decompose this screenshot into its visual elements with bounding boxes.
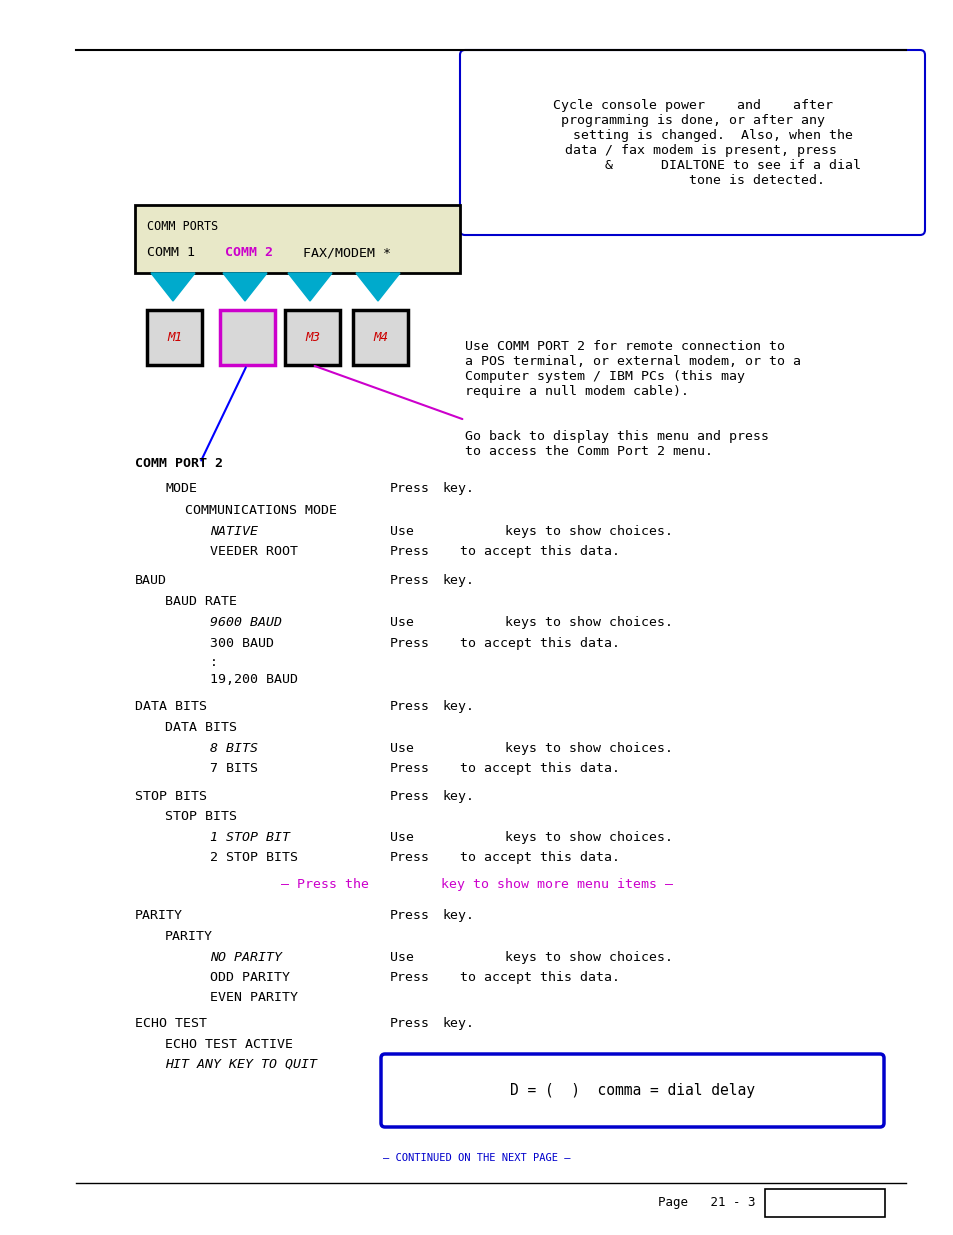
- Text: Press: Press: [390, 909, 430, 923]
- Text: to accept this data.: to accept this data.: [459, 637, 619, 650]
- Text: STOP BITS: STOP BITS: [135, 790, 207, 803]
- Text: Press: Press: [390, 790, 430, 803]
- Text: STOP BITS: STOP BITS: [165, 810, 236, 823]
- Polygon shape: [288, 273, 332, 301]
- Text: Use: Use: [390, 742, 414, 755]
- Text: NATIVE: NATIVE: [210, 525, 257, 538]
- Polygon shape: [223, 273, 267, 301]
- FancyBboxPatch shape: [459, 49, 924, 235]
- Text: Cycle console power    and    after
programming is done, or after any
     setti: Cycle console power and after programmin…: [524, 99, 860, 186]
- Text: COMM 2: COMM 2: [225, 246, 273, 259]
- FancyBboxPatch shape: [353, 310, 408, 366]
- Text: VEEDER ROOT: VEEDER ROOT: [210, 545, 297, 558]
- FancyBboxPatch shape: [285, 310, 339, 366]
- Text: Press: Press: [390, 574, 430, 587]
- Polygon shape: [151, 273, 194, 301]
- Text: PARITY: PARITY: [135, 909, 183, 923]
- Text: BAUD RATE: BAUD RATE: [165, 595, 236, 608]
- Text: keys to show choices.: keys to show choices.: [504, 951, 672, 965]
- Text: Use: Use: [390, 951, 414, 965]
- Text: key.: key.: [441, 1016, 474, 1030]
- Text: — Press the         key to show more menu items —: — Press the key to show more menu items …: [281, 878, 672, 890]
- Text: to accept this data.: to accept this data.: [459, 971, 619, 984]
- Text: 1 STOP BIT: 1 STOP BIT: [210, 831, 290, 844]
- Text: 7 BITS: 7 BITS: [210, 762, 257, 776]
- Text: M4: M4: [373, 331, 388, 345]
- Text: Use: Use: [390, 525, 414, 538]
- Text: Press: Press: [390, 482, 430, 495]
- Text: keys to show choices.: keys to show choices.: [504, 831, 672, 844]
- Text: key.: key.: [441, 700, 474, 713]
- Text: Press: Press: [390, 545, 430, 558]
- Text: COMM PORT 2: COMM PORT 2: [135, 457, 223, 471]
- Text: MODE: MODE: [165, 482, 196, 495]
- FancyBboxPatch shape: [380, 1053, 883, 1128]
- Text: Press: Press: [390, 637, 430, 650]
- FancyBboxPatch shape: [220, 310, 274, 366]
- Text: COMM 1: COMM 1: [147, 246, 227, 259]
- Text: NO PARITY: NO PARITY: [210, 951, 282, 965]
- Text: key.: key.: [441, 482, 474, 495]
- Text: Go back to display this menu and press
to access the Comm Port 2 menu.: Go back to display this menu and press t…: [464, 430, 768, 458]
- Polygon shape: [355, 273, 399, 301]
- Text: to accept this data.: to accept this data.: [459, 762, 619, 776]
- Text: FAX/MODEM *: FAX/MODEM *: [287, 246, 391, 259]
- Text: COMM PORTS: COMM PORTS: [147, 220, 218, 233]
- Text: M1: M1: [167, 331, 182, 345]
- Text: 19,200 BAUD: 19,200 BAUD: [210, 673, 297, 685]
- Text: BAUD: BAUD: [135, 574, 167, 587]
- Text: M3: M3: [305, 331, 319, 345]
- Text: ECHO TEST ACTIVE: ECHO TEST ACTIVE: [165, 1037, 293, 1051]
- Text: 8 BITS: 8 BITS: [210, 742, 257, 755]
- Text: Press: Press: [390, 851, 430, 864]
- FancyBboxPatch shape: [147, 310, 202, 366]
- Text: — CONTINUED ON THE NEXT PAGE —: — CONTINUED ON THE NEXT PAGE —: [383, 1153, 570, 1163]
- Text: key.: key.: [441, 574, 474, 587]
- Text: to accept this data.: to accept this data.: [459, 545, 619, 558]
- Text: keys to show choices.: keys to show choices.: [504, 742, 672, 755]
- Text: 300 BAUD: 300 BAUD: [210, 637, 274, 650]
- Text: HIT ANY KEY TO QUIT: HIT ANY KEY TO QUIT: [165, 1058, 316, 1071]
- Text: Press: Press: [390, 762, 430, 776]
- Text: keys to show choices.: keys to show choices.: [504, 525, 672, 538]
- Text: 2 STOP BITS: 2 STOP BITS: [210, 851, 297, 864]
- Text: Use COMM PORT 2 for remote connection to
a POS terminal, or external modem, or t: Use COMM PORT 2 for remote connection to…: [464, 340, 801, 398]
- Text: COMMUNICATIONS MODE: COMMUNICATIONS MODE: [185, 504, 336, 517]
- Text: key.: key.: [441, 909, 474, 923]
- Text: keys to show choices.: keys to show choices.: [504, 616, 672, 629]
- Text: DATA BITS: DATA BITS: [135, 700, 207, 713]
- Text: ECHO TEST: ECHO TEST: [135, 1016, 207, 1030]
- Text: Page   21 - 3: Page 21 - 3: [657, 1197, 754, 1209]
- Text: PARITY: PARITY: [165, 930, 213, 944]
- Text: DATA BITS: DATA BITS: [165, 721, 236, 734]
- Text: key.: key.: [441, 790, 474, 803]
- Text: Press: Press: [390, 1016, 430, 1030]
- Text: Use: Use: [390, 831, 414, 844]
- Text: Press: Press: [390, 700, 430, 713]
- Text: 9600 BAUD: 9600 BAUD: [210, 616, 282, 629]
- Text: Press: Press: [390, 971, 430, 984]
- Text: Use: Use: [390, 616, 414, 629]
- Text: EVEN PARITY: EVEN PARITY: [210, 990, 297, 1004]
- Text: to accept this data.: to accept this data.: [459, 851, 619, 864]
- FancyBboxPatch shape: [135, 205, 459, 273]
- Text: ODD PARITY: ODD PARITY: [210, 971, 290, 984]
- Text: D = (  )  comma = dial delay: D = ( ) comma = dial delay: [510, 1083, 754, 1098]
- FancyBboxPatch shape: [764, 1189, 884, 1216]
- Text: :: :: [210, 656, 218, 669]
